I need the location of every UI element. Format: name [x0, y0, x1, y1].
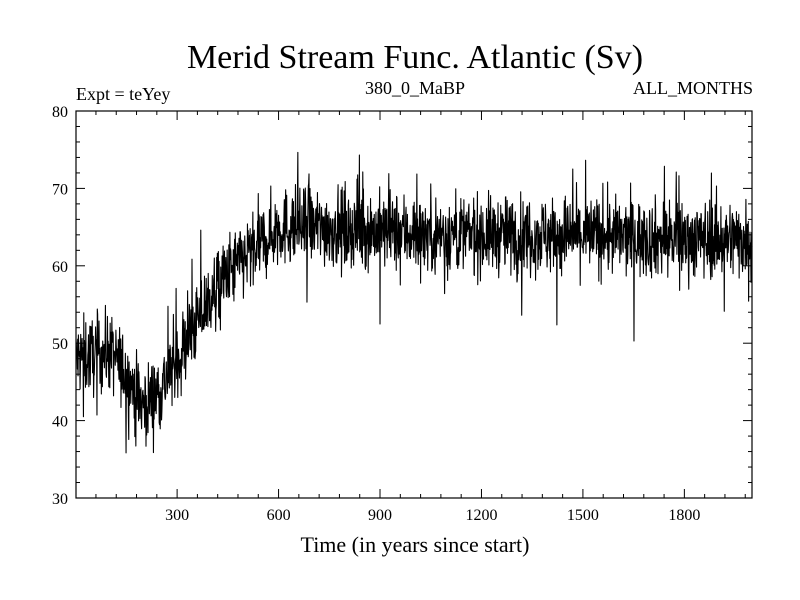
- y-tick-label-40: 40: [52, 414, 68, 431]
- x-tick-label-1200: 1200: [465, 507, 497, 524]
- y-tick-label-60: 60: [52, 259, 68, 276]
- plot-area: [75, 110, 753, 499]
- data-layer: [75, 151, 753, 454]
- y-tick-label-80: 80: [52, 104, 68, 121]
- x-tick-label-600: 600: [267, 507, 291, 524]
- experiment-label: Expt = teYey: [76, 84, 170, 104]
- series-line-0: [75, 151, 753, 454]
- x-tick-label-300: 300: [165, 507, 189, 524]
- tick-layer: 300 600 900 1200 1500 1800 30 40 50 60 70 80: [52, 104, 752, 524]
- y-tick-label-70: 70: [52, 181, 68, 198]
- x-axis-label: Time (in years since start): [301, 532, 530, 557]
- plot-frame: [75, 110, 753, 499]
- period-label: 380_0_MaBP: [365, 78, 465, 98]
- y-tick-label-30: 30: [52, 491, 68, 508]
- x-tick-label-900: 900: [368, 507, 392, 524]
- months-label: ALL_MONTHS: [633, 78, 753, 98]
- x-tick-label-1500: 1500: [567, 507, 599, 524]
- y-tick-label-50: 50: [52, 336, 68, 353]
- chart-title: Merid Stream Func. Atlantic (Sv): [187, 39, 643, 76]
- x-tick-label-1800: 1800: [668, 507, 700, 524]
